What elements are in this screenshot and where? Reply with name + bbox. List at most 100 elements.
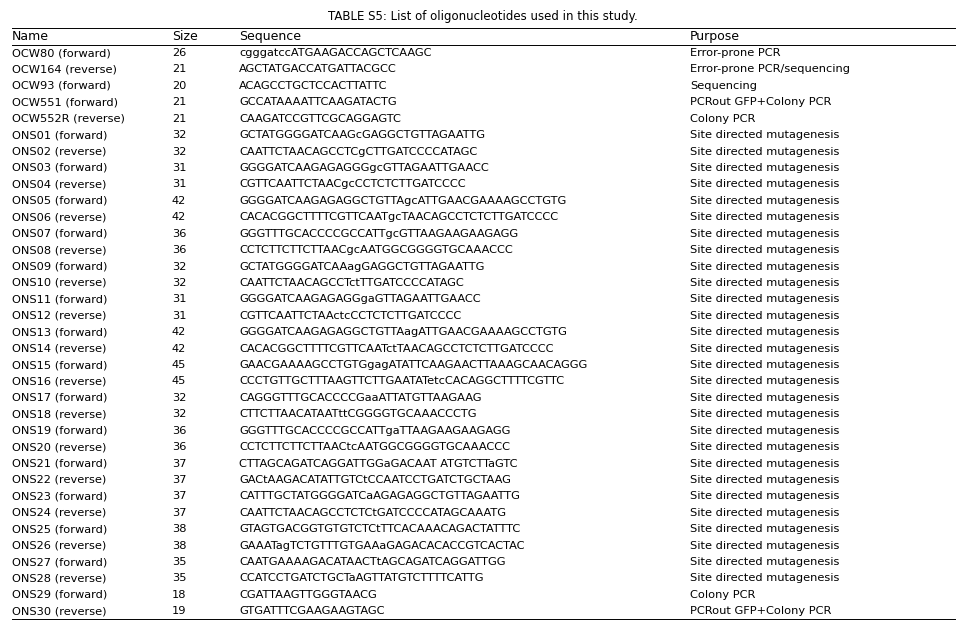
Text: CAATTCTAACAGCCTCgCTTGATCCCCATAGC: CAATTCTAACAGCCTCgCTTGATCCCCATAGC: [239, 147, 478, 157]
Text: 35: 35: [172, 557, 186, 567]
Text: OCW551 (forward): OCW551 (forward): [12, 97, 118, 107]
Text: 21: 21: [172, 64, 186, 75]
Text: ONS03 (forward): ONS03 (forward): [12, 163, 107, 173]
Text: OCW552R (reverse): OCW552R (reverse): [12, 114, 124, 124]
Text: 26: 26: [172, 48, 186, 58]
Text: GAACGAAAAGCCTGTGgagATATTCAAGAACTTAAAGCAACAGGG: GAACGAAAAGCCTGTGgagATATTCAAGAACTTAAAGCAA…: [239, 360, 588, 370]
Text: 20: 20: [172, 81, 186, 91]
Text: ONS07 (forward): ONS07 (forward): [12, 229, 107, 239]
Text: TABLE S5: List of oligonucleotides used in this study.: TABLE S5: List of oligonucleotides used …: [328, 10, 637, 23]
Text: 32: 32: [172, 147, 186, 157]
Text: 42: 42: [172, 196, 186, 206]
Text: Name: Name: [12, 30, 48, 43]
Text: 31: 31: [172, 295, 186, 305]
Text: GACtAAGACATATTGTCtCCAATCCTGATCTGCTAAG: GACtAAGACATATTGTCtCCAATCCTGATCTGCTAAG: [239, 475, 511, 485]
Text: ONS24 (reverse): ONS24 (reverse): [12, 507, 106, 518]
Text: GCTATGGGGATCAAagGAGGCTGTTAGAATTG: GCTATGGGGATCAAagGAGGCTGTTAGAATTG: [239, 262, 484, 272]
Text: ONS17 (forward): ONS17 (forward): [12, 393, 107, 403]
Text: Colony PCR: Colony PCR: [690, 114, 756, 124]
Text: 45: 45: [172, 360, 186, 370]
Text: Site directed mutagenesis: Site directed mutagenesis: [690, 278, 840, 288]
Text: GCTATGGGGATCAAGcGAGGCTGTTAGAATTG: GCTATGGGGATCAAGcGAGGCTGTTAGAATTG: [239, 130, 485, 140]
Text: Site directed mutagenesis: Site directed mutagenesis: [690, 393, 840, 403]
Text: 38: 38: [172, 540, 186, 550]
Text: Site directed mutagenesis: Site directed mutagenesis: [690, 262, 840, 272]
Text: Sequencing: Sequencing: [690, 81, 757, 91]
Text: GGGTTTGCACCCCGCCATTgaTTAAGAAGAAGAGG: GGGTTTGCACCCCGCCATTgaTTAAGAAGAAGAGG: [239, 426, 510, 435]
Text: OCW164 (reverse): OCW164 (reverse): [12, 64, 117, 75]
Text: OCW80 (forward): OCW80 (forward): [12, 48, 110, 58]
Text: Error-prone PCR: Error-prone PCR: [690, 48, 781, 58]
Text: CAATGAAAAGACATAACTtAGCAGATCAGGATTGG: CAATGAAAAGACATAACTtAGCAGATCAGGATTGG: [239, 557, 506, 567]
Text: Site directed mutagenesis: Site directed mutagenesis: [690, 130, 840, 140]
Text: 31: 31: [172, 311, 186, 321]
Text: Site directed mutagenesis: Site directed mutagenesis: [690, 196, 840, 206]
Text: CACACGGCTTTTCGTTCAATgcTAACAGCCTCTCTTGATCCCC: CACACGGCTTTTCGTTCAATgcTAACAGCCTCTCTTGATC…: [239, 212, 559, 222]
Text: Error-prone PCR/sequencing: Error-prone PCR/sequencing: [690, 64, 850, 75]
Text: GGGGATCAAGAGAGGGgcGTTAGAATTGAACC: GGGGATCAAGAGAGGGgcGTTAGAATTGAACC: [239, 163, 489, 173]
Text: ONS08 (reverse): ONS08 (reverse): [12, 245, 106, 255]
Text: GAAATagTCTGTTTGTGAAaGAGACACACCGTCACTAC: GAAATagTCTGTTTGTGAAaGAGACACACCGTCACTAC: [239, 540, 525, 550]
Text: CGATTAAGTTGGGTAACG: CGATTAAGTTGGGTAACG: [239, 590, 377, 600]
Text: Site directed mutagenesis: Site directed mutagenesis: [690, 557, 840, 567]
Text: Site directed mutagenesis: Site directed mutagenesis: [690, 524, 840, 534]
Text: Site directed mutagenesis: Site directed mutagenesis: [690, 344, 840, 353]
Text: 32: 32: [172, 393, 186, 403]
Text: ONS06 (reverse): ONS06 (reverse): [12, 212, 106, 222]
Text: ONS27 (forward): ONS27 (forward): [12, 557, 107, 567]
Text: Site directed mutagenesis: Site directed mutagenesis: [690, 507, 840, 518]
Text: 36: 36: [172, 426, 186, 435]
Text: ONS14 (reverse): ONS14 (reverse): [12, 344, 106, 353]
Text: Sequence: Sequence: [239, 30, 301, 43]
Text: OCW93 (forward): OCW93 (forward): [12, 81, 110, 91]
Text: 37: 37: [172, 507, 186, 518]
Text: GGGGATCAAGAGAGGgaGTTAGAATTGAACC: GGGGATCAAGAGAGGgaGTTAGAATTGAACC: [239, 295, 481, 305]
Text: 45: 45: [172, 377, 186, 386]
Text: CAATTCTAACAGCCTctTTGATCCCCATAGC: CAATTCTAACAGCCTctTTGATCCCCATAGC: [239, 278, 464, 288]
Text: CAATTCTAACAGCCTCTCtGATCCCCATAGCAAATG: CAATTCTAACAGCCTCTCtGATCCCCATAGCAAATG: [239, 507, 507, 518]
Text: ONS18 (reverse): ONS18 (reverse): [12, 410, 106, 419]
Text: Site directed mutagenesis: Site directed mutagenesis: [690, 410, 840, 419]
Text: Site directed mutagenesis: Site directed mutagenesis: [690, 459, 840, 468]
Text: CCTCTTCTTCTTAACgcAATGGCGGGGTGCAAACCC: CCTCTTCTTCTTAACgcAATGGCGGGGTGCAAACCC: [239, 245, 513, 255]
Text: Purpose: Purpose: [690, 30, 740, 43]
Text: 18: 18: [172, 590, 186, 600]
Text: 37: 37: [172, 491, 186, 501]
Text: 36: 36: [172, 245, 186, 255]
Text: AGCTATGACCATGATTACGCC: AGCTATGACCATGATTACGCC: [239, 64, 397, 75]
Text: CCATCCTGATCTGCTaAGTTATGTCTTTTCATTG: CCATCCTGATCTGCTaAGTTATGTCTTTTCATTG: [239, 573, 483, 583]
Text: Site directed mutagenesis: Site directed mutagenesis: [690, 147, 840, 157]
Text: 36: 36: [172, 229, 186, 239]
Text: ONS04 (reverse): ONS04 (reverse): [12, 179, 106, 190]
Text: 37: 37: [172, 459, 186, 468]
Text: GGGGATCAAGAGAGGCTGTTAagATTGAACGAAAAGCCTGTG: GGGGATCAAGAGAGGCTGTTAagATTGAACGAAAAGCCTG…: [239, 327, 567, 337]
Text: PCRout GFP+Colony PCR: PCRout GFP+Colony PCR: [690, 97, 832, 107]
Text: ONS05 (forward): ONS05 (forward): [12, 196, 107, 206]
Text: Site directed mutagenesis: Site directed mutagenesis: [690, 163, 840, 173]
Text: ONS10 (reverse): ONS10 (reverse): [12, 278, 106, 288]
Text: Site directed mutagenesis: Site directed mutagenesis: [690, 426, 840, 435]
Text: Site directed mutagenesis: Site directed mutagenesis: [690, 212, 840, 222]
Text: 35: 35: [172, 573, 186, 583]
Text: Site directed mutagenesis: Site directed mutagenesis: [690, 573, 840, 583]
Text: 37: 37: [172, 475, 186, 485]
Text: ONS02 (reverse): ONS02 (reverse): [12, 147, 106, 157]
Text: CATTTGCTATGGGGATCaAGAGAGGCTGTTAGAATTG: CATTTGCTATGGGGATCaAGAGAGGCTGTTAGAATTG: [239, 491, 520, 501]
Text: ONS21 (forward): ONS21 (forward): [12, 459, 107, 468]
Text: Site directed mutagenesis: Site directed mutagenesis: [690, 377, 840, 386]
Text: GTAGTGACGGTGTGTCTCtTTCACAAACAGACTATTTC: GTAGTGACGGTGTGTCTCtTTCACAAACAGACTATTTC: [239, 524, 520, 534]
Text: 31: 31: [172, 179, 186, 190]
Text: ONS30 (reverse): ONS30 (reverse): [12, 606, 106, 616]
Text: ONS11 (forward): ONS11 (forward): [12, 295, 107, 305]
Text: ONS09 (forward): ONS09 (forward): [12, 262, 107, 272]
Text: ONS12 (reverse): ONS12 (reverse): [12, 311, 106, 321]
Text: Site directed mutagenesis: Site directed mutagenesis: [690, 327, 840, 337]
Text: ONS20 (reverse): ONS20 (reverse): [12, 442, 106, 452]
Text: 42: 42: [172, 327, 186, 337]
Text: Site directed mutagenesis: Site directed mutagenesis: [690, 540, 840, 550]
Text: ONS01 (forward): ONS01 (forward): [12, 130, 107, 140]
Text: GTGATTTCGAAGAAGTAGC: GTGATTTCGAAGAAGTAGC: [239, 606, 385, 616]
Text: CTTCTTAACATAATttCGGGGTGCAAACCCTG: CTTCTTAACATAATttCGGGGTGCAAACCCTG: [239, 410, 477, 419]
Text: Site directed mutagenesis: Site directed mutagenesis: [690, 179, 840, 190]
Text: PCRout GFP+Colony PCR: PCRout GFP+Colony PCR: [690, 606, 832, 616]
